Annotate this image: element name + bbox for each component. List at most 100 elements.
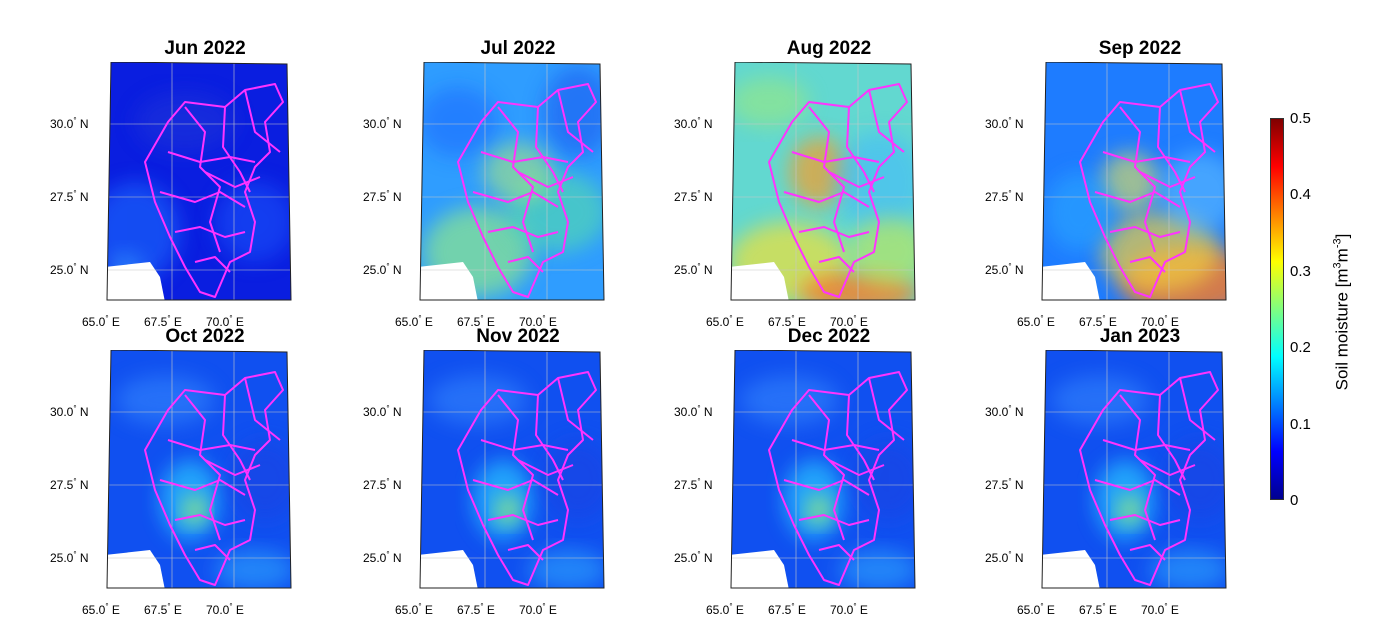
district-boundary xyxy=(1179,377,1216,441)
moisture-region xyxy=(428,375,528,425)
moisture-region xyxy=(731,77,809,127)
district-boundary xyxy=(204,171,261,188)
district-boundary xyxy=(144,83,284,298)
longitude-tick-label: 70.0° E xyxy=(206,602,244,617)
moisture-region xyxy=(1118,495,1142,525)
district-boundary xyxy=(472,191,559,208)
district-boundary xyxy=(167,151,256,163)
district-boundary xyxy=(1109,514,1181,526)
moisture-region xyxy=(1045,172,1115,252)
latitude-tick-label: 27.5° N xyxy=(363,477,402,492)
district-boundary xyxy=(194,256,231,273)
moisture-region xyxy=(543,67,604,157)
district-boundary xyxy=(1102,151,1191,163)
map-panel: Jul 2022 30.0° N 27.5° N 25.0° N 65.0° E 67.… xyxy=(363,38,663,330)
latitude-tick-label: 30.0° N xyxy=(674,116,713,131)
soil-moisture-map xyxy=(106,62,292,301)
longitude-tick-label: 67.5° E xyxy=(144,602,182,617)
no-data-area xyxy=(420,262,478,300)
longitude-tick-label: 70.0° E xyxy=(830,314,868,329)
district-boundary xyxy=(783,191,870,208)
longitude-tick-label: 67.5° E xyxy=(457,314,495,329)
panel-title: Oct 2022 xyxy=(165,326,245,347)
no-data-area xyxy=(420,550,478,588)
latitude-tick-label: 25.0° N xyxy=(674,550,713,565)
district-boundary xyxy=(497,106,534,253)
longitude-tick-label: 70.0° E xyxy=(519,314,557,329)
no-data-area xyxy=(1042,550,1100,588)
district-boundary xyxy=(1139,171,1196,188)
district-boundary xyxy=(818,256,855,273)
latitude-tick-label: 25.0° N xyxy=(50,262,89,277)
moisture-region xyxy=(839,550,915,588)
longitude-tick-label: 65.0° E xyxy=(1017,314,1055,329)
soil-moisture-map xyxy=(419,350,605,589)
moisture-region xyxy=(849,217,915,287)
latitude-tick-label: 27.5° N xyxy=(50,189,89,204)
district-boundary xyxy=(204,459,261,476)
moisture-region xyxy=(1100,212,1220,292)
map-panel: Oct 2022 30.0° N 27.5° N 25.0° N 65.0° E 67.… xyxy=(50,326,350,618)
district-boundary xyxy=(1119,394,1156,541)
longitude-tick-label: 70.0° E xyxy=(1141,314,1179,329)
district-boundary xyxy=(457,371,597,586)
district-boundary xyxy=(174,226,246,238)
latitude-tick-label: 27.5° N xyxy=(985,189,1024,204)
latitude-tick-label: 25.0° N xyxy=(50,550,89,565)
latitude-tick-label: 30.0° N xyxy=(50,116,89,131)
soil-moisture-map xyxy=(730,350,916,589)
soil-moisture-map xyxy=(1041,350,1227,589)
district-boundary xyxy=(808,106,845,253)
latitude-tick-label: 25.0° N xyxy=(985,550,1024,565)
district-boundary xyxy=(480,151,569,163)
panel-title: Jan 2023 xyxy=(1099,326,1181,347)
district-boundary xyxy=(1109,226,1181,238)
district-boundary xyxy=(768,371,908,586)
latitude-tick-label: 25.0° N xyxy=(363,550,402,565)
district-boundary xyxy=(244,89,281,153)
district-boundary xyxy=(1119,106,1156,253)
district-boundary xyxy=(828,171,885,188)
moisture-region xyxy=(496,495,520,525)
panel-title: Sep 2022 xyxy=(1098,38,1182,59)
latitude-tick-label: 25.0° N xyxy=(363,262,402,277)
district-boundary xyxy=(507,256,544,273)
map-panel: Jan 2023 30.0° N 27.5° N 25.0° N 65.0° E 67.… xyxy=(985,326,1285,618)
moisture-region xyxy=(1150,550,1226,588)
district-boundary xyxy=(868,89,905,153)
colorbar-tick-label: 0.3 xyxy=(1290,262,1311,280)
colorbar-tick-label: 0 xyxy=(1290,492,1299,509)
panel-title: Jun 2022 xyxy=(164,38,246,59)
district-boundary xyxy=(244,377,281,441)
latitude-tick-label: 25.0° N xyxy=(674,262,713,277)
district-boundary xyxy=(517,171,574,188)
moisture-region xyxy=(807,495,831,525)
map-frame xyxy=(730,62,916,301)
latitude-tick-label: 27.5° N xyxy=(50,477,89,492)
district-boundary xyxy=(1079,371,1219,586)
longitude-tick-label: 65.0° E xyxy=(82,602,120,617)
longitude-tick-label: 67.5° E xyxy=(1079,602,1117,617)
latitude-tick-label: 27.5° N xyxy=(674,189,713,204)
moisture-region xyxy=(420,87,498,157)
longitude-tick-label: 70.0° E xyxy=(206,314,244,329)
longitude-tick-label: 70.0° E xyxy=(519,602,557,617)
latitude-tick-label: 30.0° N xyxy=(363,116,402,131)
soil-moisture-map xyxy=(1041,62,1227,301)
soil-moisture-map xyxy=(419,62,605,301)
district-boundary xyxy=(791,151,880,163)
district-boundary xyxy=(184,106,221,253)
colorbar xyxy=(1270,118,1284,500)
district-boundary xyxy=(818,544,855,561)
moisture-region xyxy=(215,550,291,588)
moisture-region xyxy=(854,440,915,520)
longitude-tick-label: 65.0° E xyxy=(706,314,744,329)
district-boundary xyxy=(791,439,880,451)
district-boundary xyxy=(159,191,246,208)
moisture-region xyxy=(230,440,291,520)
district-boundary xyxy=(1129,256,1166,273)
district-boundary xyxy=(808,394,845,541)
colorbar-label: Soil moisture [m3m-3] xyxy=(1331,233,1352,391)
district-boundary xyxy=(768,83,908,298)
map-frame xyxy=(419,62,605,301)
